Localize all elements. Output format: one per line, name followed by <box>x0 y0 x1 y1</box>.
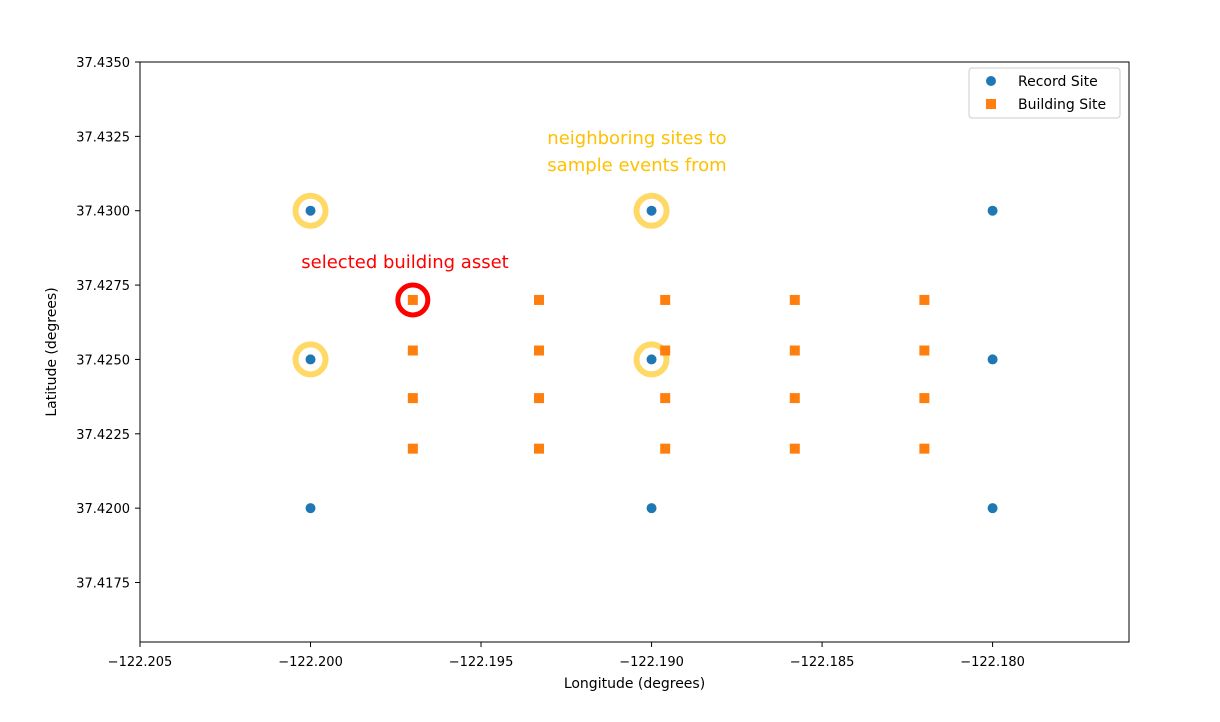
legend: Record Site Building Site <box>968 67 1121 119</box>
x-tick-label: −122.205 <box>108 655 173 670</box>
x-axis-label: Longitude (degrees) <box>564 676 705 692</box>
record-site-point <box>987 205 998 216</box>
building-site-point <box>534 443 545 454</box>
neighbor-site-ring <box>292 341 329 378</box>
x-tick-label: −122.185 <box>790 655 855 670</box>
building-site-point <box>919 393 930 404</box>
x-tick-label: −122.190 <box>619 655 684 670</box>
record-site-point <box>305 503 316 514</box>
neighbor-site-ring <box>633 341 670 378</box>
x-axis: −122.205 −122.200 −122.195 −122.190 −122.185… <box>108 642 1025 670</box>
legend-record-site-marker <box>986 76 996 86</box>
building-site-point <box>534 393 545 404</box>
neighbor-site-ring <box>292 192 329 229</box>
record-site-point <box>646 354 657 365</box>
y-axis-label: Latitude (degrees) <box>44 287 60 416</box>
record-site-point <box>987 503 998 514</box>
building-site-point <box>407 294 418 305</box>
y-axis: 37.4175 37.4200 37.4225 37.4250 37.4275 37.43… <box>76 56 140 592</box>
y-tick-label: 37.4350 <box>76 56 130 71</box>
annotation-neighbors-line2: sample events from <box>547 155 726 176</box>
legend-building-site-marker <box>986 99 996 109</box>
building-site-point <box>660 443 671 454</box>
building-site-point <box>789 393 800 404</box>
y-tick-label: 37.4200 <box>76 502 130 517</box>
neighbor-site-ring <box>633 192 670 229</box>
record-site-point <box>646 503 657 514</box>
building-site-point <box>534 345 545 356</box>
building-site-point <box>789 294 800 305</box>
record-site-point <box>305 205 316 216</box>
record-site-point <box>305 354 316 365</box>
building-site-point <box>919 443 930 454</box>
y-tick-label: 37.4300 <box>76 205 130 220</box>
data-marks <box>305 205 998 514</box>
x-tick-label: −122.195 <box>449 655 514 670</box>
building-site-point <box>919 345 930 356</box>
building-site-point <box>407 393 418 404</box>
legend-record-site-label: Record Site <box>1018 74 1098 90</box>
plot-frame <box>139 61 1130 643</box>
annotation-neighbors-line1: neighboring sites to <box>547 128 726 149</box>
plot-area <box>140 62 1129 642</box>
record-site-point <box>646 205 657 216</box>
building-site-point <box>919 294 930 305</box>
y-tick-label: 37.4325 <box>76 130 130 145</box>
legend-building-site-label: Building Site <box>1018 97 1106 113</box>
building-site-point <box>407 443 418 454</box>
y-tick-label: 37.4275 <box>76 279 130 294</box>
selected-asset-ring <box>395 282 431 318</box>
building-site-point <box>407 345 418 356</box>
x-tick-label: −122.200 <box>278 655 343 670</box>
building-site-point <box>660 393 671 404</box>
legend-box <box>968 67 1121 119</box>
building-site-point <box>660 345 671 356</box>
y-tick-label: 37.4225 <box>76 428 130 443</box>
building-site-point <box>789 345 800 356</box>
building-site-point <box>534 294 545 305</box>
annotation-selected-asset: selected building asset <box>301 252 508 273</box>
highlight-rings <box>292 192 670 378</box>
building-site-point <box>660 294 671 305</box>
x-tick-label: −122.180 <box>960 655 1025 670</box>
record-site-point <box>987 354 998 365</box>
y-tick-label: 37.4175 <box>76 577 130 592</box>
y-tick-label: 37.4250 <box>76 353 130 368</box>
building-site-point <box>789 443 800 454</box>
